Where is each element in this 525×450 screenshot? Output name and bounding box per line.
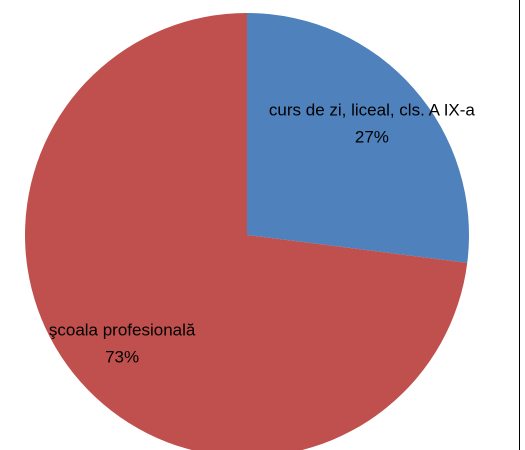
pie-slice	[25, 13, 468, 450]
pie-slice	[247, 13, 469, 263]
slice-value-label: 73%	[105, 348, 139, 367]
slice-label: şcoala profesională	[49, 321, 196, 340]
slice-label: curs de zi, liceal, cls. A IX-a	[269, 100, 476, 119]
slice-value-label: 27%	[355, 127, 389, 146]
